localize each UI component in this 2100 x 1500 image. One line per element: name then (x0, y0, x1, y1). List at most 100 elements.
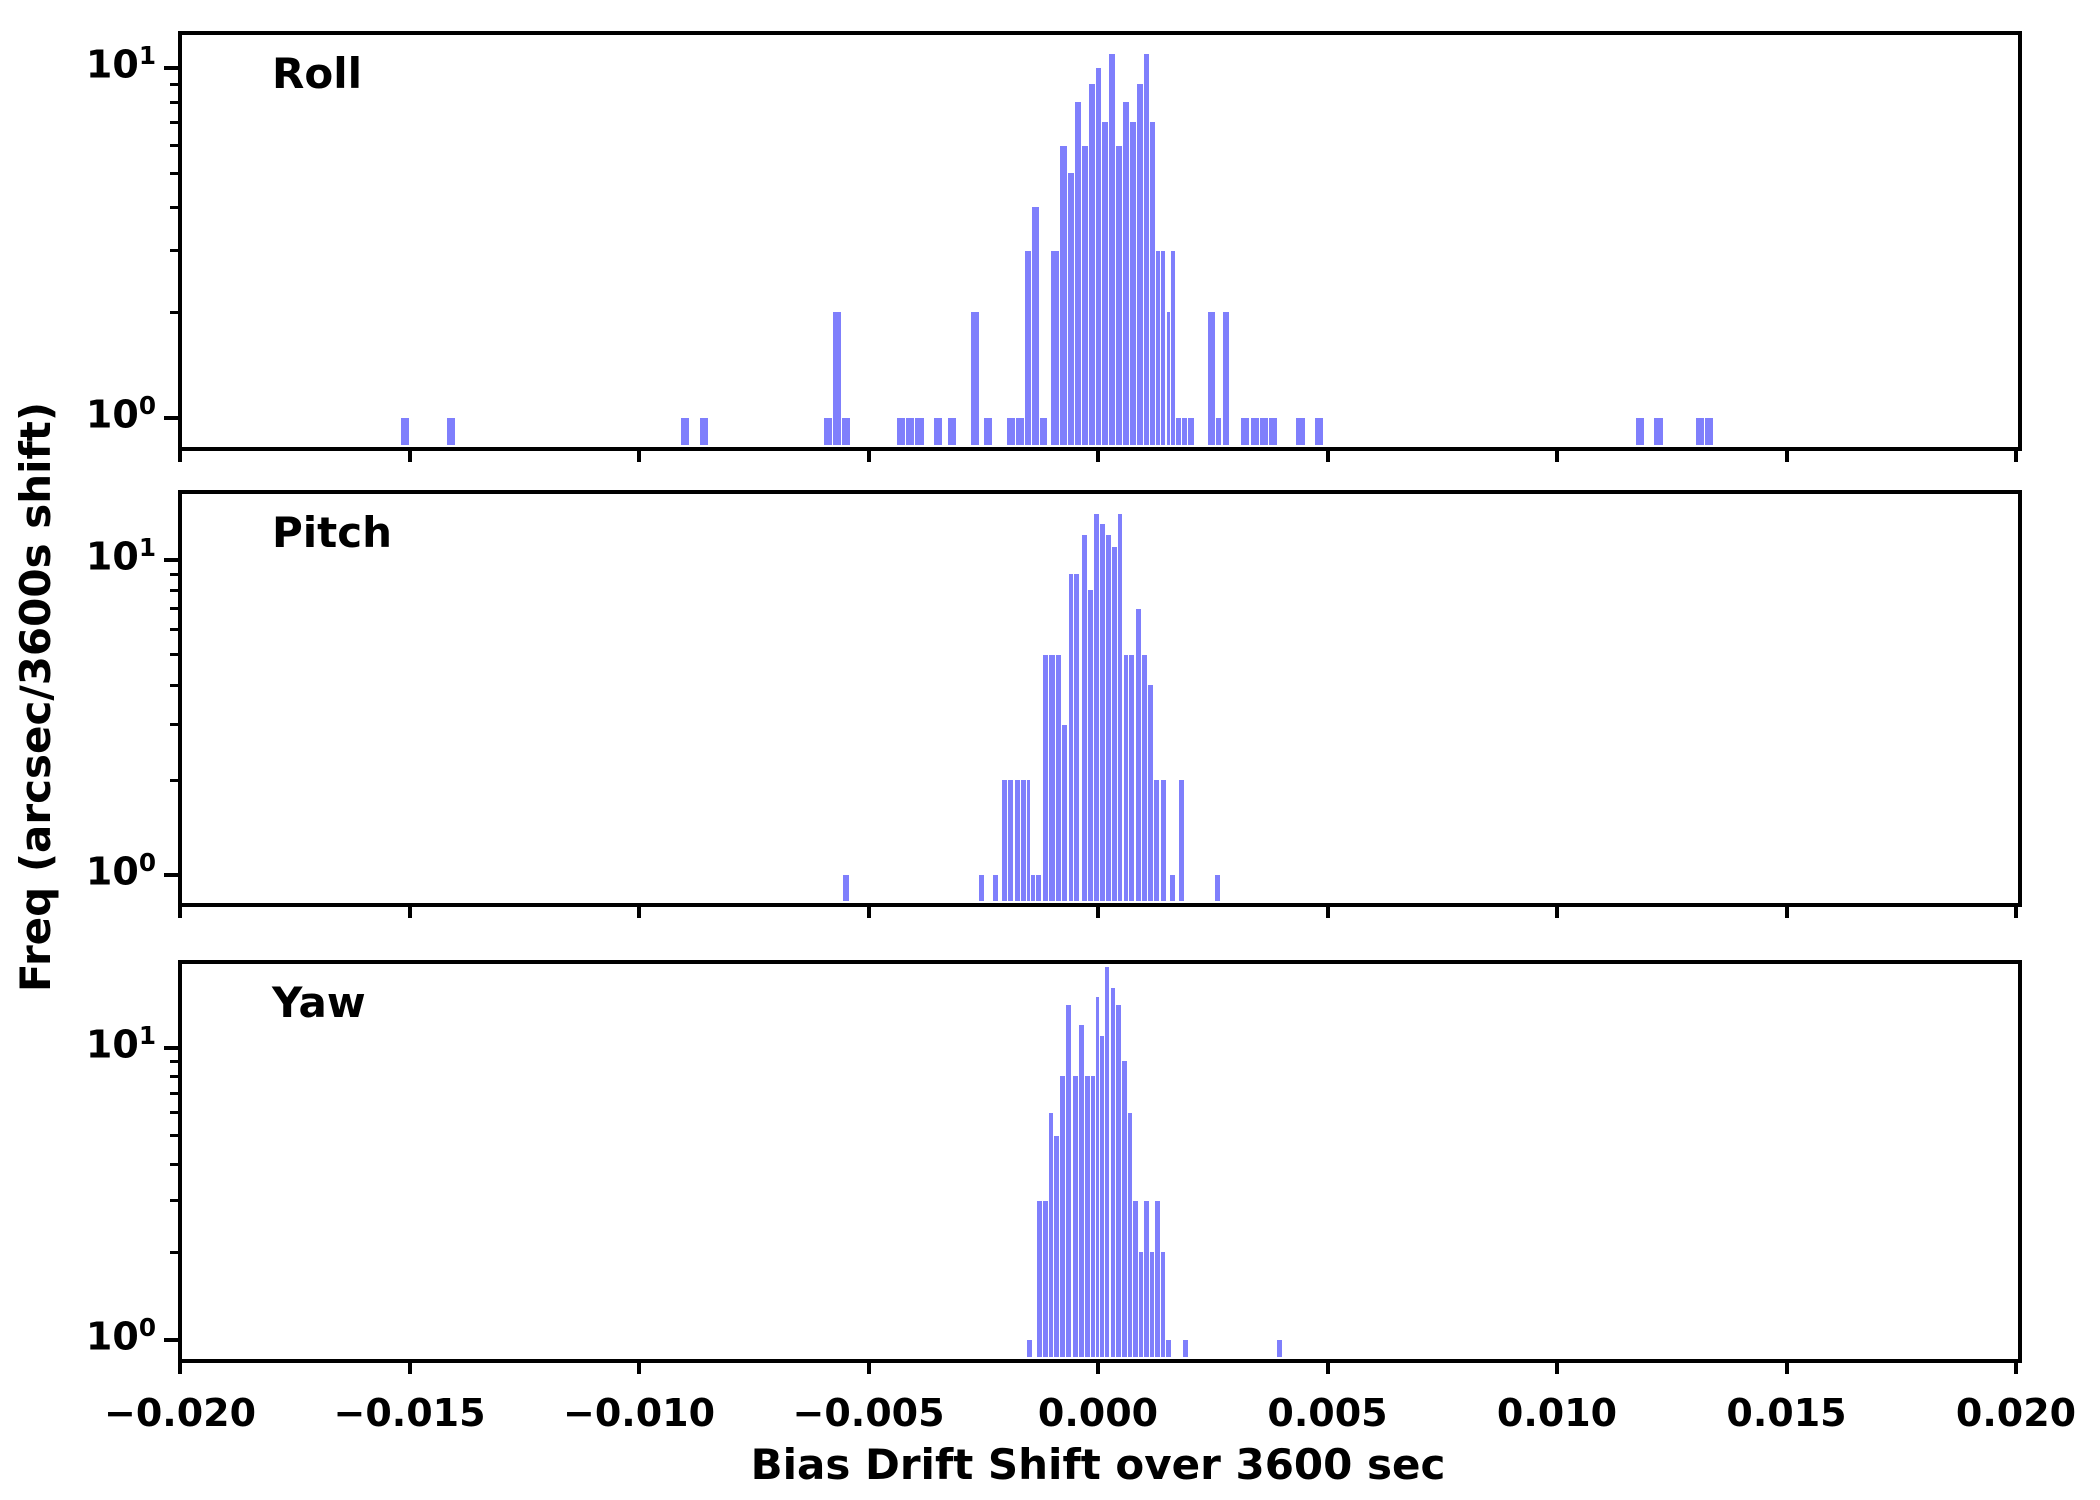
y-minor-tick (170, 1250, 178, 1254)
histogram-bar (1094, 68, 1102, 445)
y-tick-label-base: 10 (85, 392, 139, 437)
histogram-bar (698, 417, 708, 445)
histogram-bar (991, 874, 998, 901)
histogram-bar (1215, 417, 1222, 445)
x-tick-label: 0.010 (1496, 1391, 1618, 1435)
y-minor-tick (170, 607, 178, 610)
y-minor-tick (170, 1134, 178, 1138)
histogram-bar (1149, 122, 1155, 445)
y-minor-tick (170, 120, 178, 124)
y-tick-label: 100 (16, 848, 156, 894)
histogram-bar (1635, 417, 1645, 445)
x-axis-label: Bias Drift Shift over 3600 sec (750, 1440, 1446, 1489)
x-tick (2014, 1359, 2018, 1374)
y-tick-label-exponent: 0 (138, 390, 156, 420)
x-tick (866, 903, 871, 918)
x-tick (2014, 447, 2018, 462)
y-minor-tick (170, 1199, 178, 1203)
y-minor-tick (170, 249, 178, 253)
x-tick (178, 1359, 182, 1374)
panel-label: Roll (272, 49, 362, 98)
histogram-bar (1165, 1339, 1171, 1357)
histogram-bar (446, 417, 456, 445)
x-tick (178, 447, 182, 462)
histogram-bar (1111, 546, 1117, 901)
x-tick (1784, 447, 1789, 462)
histogram-bar (1135, 84, 1143, 445)
x-tick (1325, 447, 1330, 462)
histogram-bar (1035, 874, 1042, 901)
x-tick-label: −0.005 (792, 1391, 945, 1435)
histogram-bar (1080, 145, 1088, 445)
histogram-bar (1177, 780, 1185, 901)
y-minor-tick (170, 144, 178, 148)
histogram-bar (1025, 780, 1031, 901)
histogram-bar (1031, 207, 1039, 445)
x-tick (407, 1359, 412, 1374)
x-tick-label: 0.000 (1037, 1391, 1159, 1435)
histogram-bar (1115, 145, 1123, 445)
histogram-bar (1126, 1112, 1133, 1357)
x-tick (407, 903, 412, 918)
x-tick-label: −0.020 (103, 1391, 257, 1435)
y-tick-label-exponent: 1 (138, 41, 156, 71)
y-minor-tick (170, 1111, 178, 1115)
panel-label: Pitch (272, 508, 393, 557)
histogram-bar (1036, 1200, 1042, 1357)
histogram-bar (1089, 1076, 1095, 1357)
histogram-bar (1132, 1200, 1138, 1357)
histogram-bar (1054, 654, 1062, 901)
y-minor-tick (170, 1059, 178, 1063)
histogram-bar (1170, 250, 1176, 445)
histogram-bar (1101, 122, 1109, 445)
histogram-bar (1221, 312, 1230, 445)
histogram-bar (1140, 654, 1147, 901)
y-tick-label-exponent: 0 (138, 847, 156, 877)
histogram-bar (1143, 1200, 1149, 1357)
histogram-bar (1142, 53, 1150, 445)
histogram-bar (1267, 417, 1277, 445)
y-tick-label-base: 10 (85, 534, 139, 579)
histogram-bar (1049, 250, 1059, 445)
x-tick-label: −0.015 (333, 1391, 486, 1435)
histogram-bar (1073, 574, 1080, 901)
histogram-bar (1067, 574, 1074, 901)
y-minor-tick (170, 653, 178, 657)
x-tick (637, 1359, 641, 1374)
x-tick (1555, 903, 1559, 918)
y-tick (164, 415, 178, 420)
histogram-bar (1694, 417, 1704, 445)
histogram-bar (822, 417, 832, 445)
histogram-bar (1108, 53, 1116, 445)
histogram-bar (841, 417, 851, 445)
histogram-bar (1047, 1112, 1054, 1357)
y-tick (164, 557, 178, 562)
histogram-bar (1129, 122, 1136, 445)
y-tick-label-base: 10 (85, 849, 139, 894)
histogram-bar (1030, 874, 1036, 901)
histogram-bar (1276, 1339, 1283, 1357)
x-tick (1096, 447, 1100, 462)
histogram-bar (1249, 417, 1259, 445)
y-tick-label-exponent: 0 (138, 1312, 156, 1342)
histogram-bar (1160, 250, 1166, 445)
histogram-bar (1071, 1076, 1078, 1357)
histogram-bar (1073, 102, 1081, 445)
histogram-bar (1153, 780, 1160, 901)
x-tick (637, 903, 641, 918)
histogram-bar (1146, 685, 1153, 901)
y-minor-tick (170, 683, 178, 687)
x-tick (1555, 1359, 1559, 1374)
y-minor-tick (170, 588, 178, 592)
y-axis-label: Freq (arcsec/3600s shift) (11, 401, 60, 993)
x-tick (1784, 1359, 1789, 1374)
x-tick (866, 447, 871, 462)
x-tick (866, 1359, 871, 1374)
y-tick-label-exponent: 1 (138, 1021, 156, 1050)
x-tick (178, 903, 182, 918)
histogram-bar (977, 874, 985, 901)
histogram-bar (1181, 417, 1187, 445)
histogram-bar (1094, 996, 1100, 1357)
x-tick (407, 447, 412, 462)
